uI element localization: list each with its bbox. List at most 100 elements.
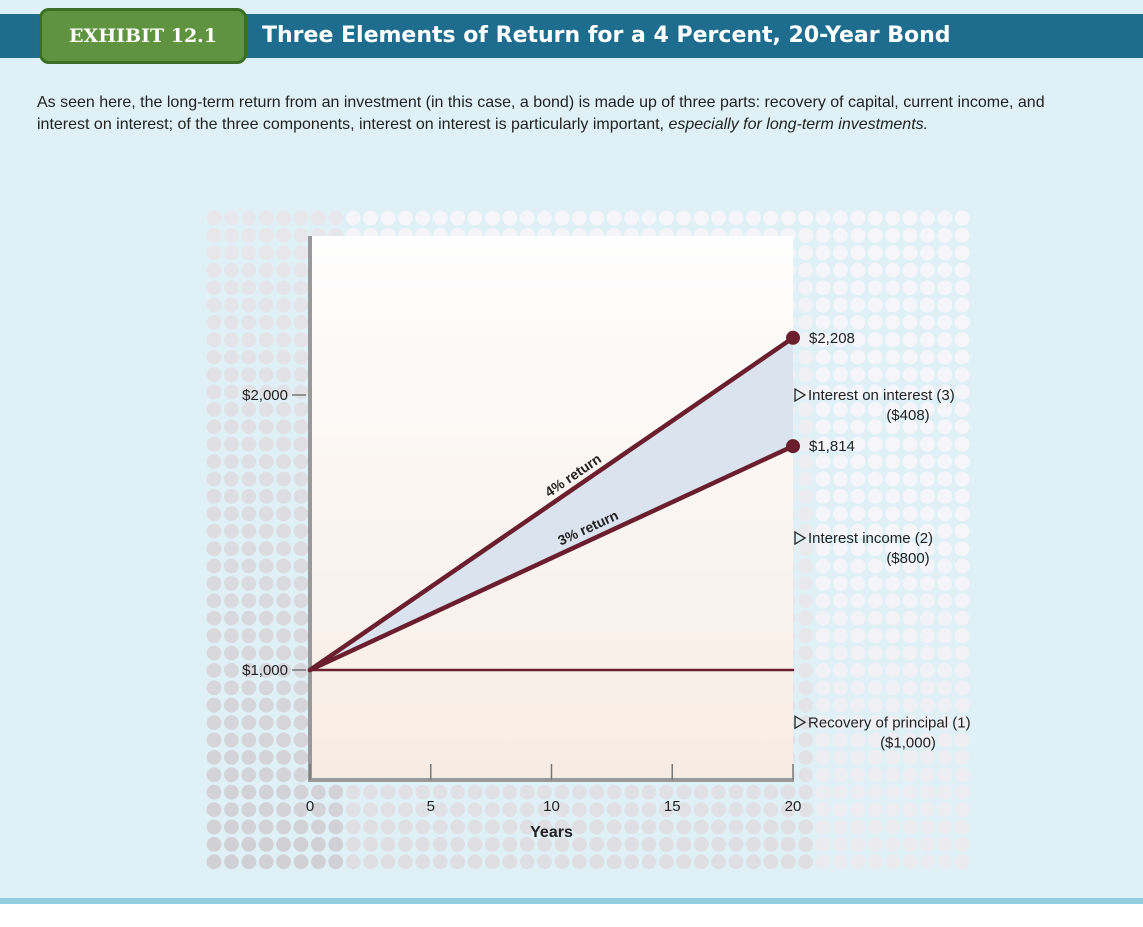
- bg-dot: [224, 280, 239, 295]
- bg-dot: [850, 471, 866, 487]
- bg-dot: [763, 210, 779, 226]
- x-axis-title: Years: [530, 824, 573, 841]
- bg-dot: [815, 489, 831, 504]
- bg-dot: [867, 628, 883, 643]
- bg-dot: [293, 506, 309, 522]
- bg-dot: [920, 767, 935, 783]
- bg-dot: [258, 506, 274, 522]
- bg-dot: [554, 819, 570, 835]
- bg-dot: [920, 819, 935, 835]
- bg-dot: [780, 210, 796, 226]
- bg-dot: [780, 819, 796, 835]
- bg-dot: [833, 802, 848, 817]
- bg-dot: [450, 819, 465, 835]
- bg-dot: [833, 697, 848, 713]
- bg-dot: [206, 558, 222, 574]
- bg-dot: [241, 819, 257, 835]
- bg-dot: [954, 210, 970, 226]
- bg-dot: [276, 262, 291, 278]
- bg-dot: [798, 262, 813, 278]
- bg-dot: [867, 819, 883, 835]
- bg-dot: [815, 854, 831, 870]
- bg-dot: [954, 349, 970, 365]
- bg-dot: [519, 784, 535, 800]
- bg-dot: [815, 367, 831, 382]
- bg-dot: [241, 489, 257, 504]
- bg-dot: [206, 402, 222, 417]
- bg-dot: [276, 332, 291, 348]
- bg-dot: [954, 402, 970, 417]
- segment-arrow-icon: [794, 387, 807, 403]
- bg-dot: [485, 784, 500, 800]
- bg-dot: [920, 454, 935, 469]
- bg-dot: [728, 210, 744, 226]
- bg-dot: [241, 228, 257, 243]
- bg-dot: [937, 332, 953, 348]
- segment-name: Interest income (2): [808, 530, 933, 547]
- bg-dot: [833, 245, 848, 261]
- bg-dot: [241, 315, 257, 330]
- bg-dot: [867, 593, 883, 609]
- bg-dot: [850, 715, 866, 730]
- bg-dot: [798, 680, 813, 696]
- bg-dot: [867, 645, 883, 661]
- bg-dot: [711, 854, 726, 870]
- bg-dot: [920, 262, 935, 278]
- bg-dot: [363, 819, 378, 835]
- bg-dot: [798, 315, 813, 330]
- bg-dot: [833, 593, 848, 609]
- bg-dot: [572, 802, 587, 817]
- bg-dot: [224, 819, 239, 835]
- bg-dot: [485, 802, 500, 817]
- bg-dot: [902, 732, 918, 748]
- bg-dot: [902, 402, 918, 417]
- bg-dot: [572, 784, 587, 800]
- bg-dot: [902, 245, 918, 261]
- bg-dot: [258, 367, 274, 382]
- bg-dot: [293, 315, 309, 330]
- bg-dot: [798, 784, 813, 800]
- bg-dot: [432, 819, 448, 835]
- bg-dot: [815, 576, 831, 591]
- bg-dot: [850, 767, 866, 783]
- bg-dot: [954, 228, 970, 243]
- bg-dot: [954, 732, 970, 748]
- bg-dot: [815, 262, 831, 278]
- bg-dot: [850, 558, 866, 574]
- bg-dot: [954, 297, 970, 313]
- bg-dot: [276, 854, 291, 870]
- bg-dot: [867, 228, 883, 243]
- bg-dot: [206, 384, 222, 400]
- bg-dot: [258, 645, 274, 661]
- bg-dot: [554, 210, 570, 226]
- bg-dot: [798, 837, 813, 852]
- bg-dot: [398, 802, 413, 817]
- exhibit-title: Three Elements of Return for a 4 Percent…: [262, 23, 951, 48]
- bg-dot: [937, 210, 953, 226]
- bg-dot: [815, 819, 831, 835]
- bg-dot: [920, 280, 935, 295]
- bg-dot: [276, 315, 291, 330]
- bg-dot: [885, 506, 900, 522]
- bg-dot: [711, 819, 726, 835]
- bg-dot: [867, 697, 883, 713]
- bg-dot: [954, 541, 970, 556]
- bg-dot: [867, 610, 883, 626]
- bg-dot: [711, 802, 726, 817]
- bg-dot: [798, 663, 813, 678]
- bg-dot: [311, 837, 326, 852]
- bg-dot: [258, 767, 274, 783]
- bg-dot: [920, 610, 935, 626]
- bg-dot: [937, 280, 953, 295]
- bg-dot: [850, 784, 866, 800]
- bg-dot: [937, 245, 953, 261]
- bg-dot: [241, 367, 257, 382]
- bg-dot: [780, 837, 796, 852]
- bg-dot: [206, 697, 222, 713]
- bg-dot: [937, 854, 953, 870]
- bg-dot: [572, 210, 587, 226]
- bg-dot: [676, 854, 692, 870]
- bg-dot: [833, 402, 848, 417]
- bg-dot: [798, 819, 813, 835]
- bg-dot: [920, 332, 935, 348]
